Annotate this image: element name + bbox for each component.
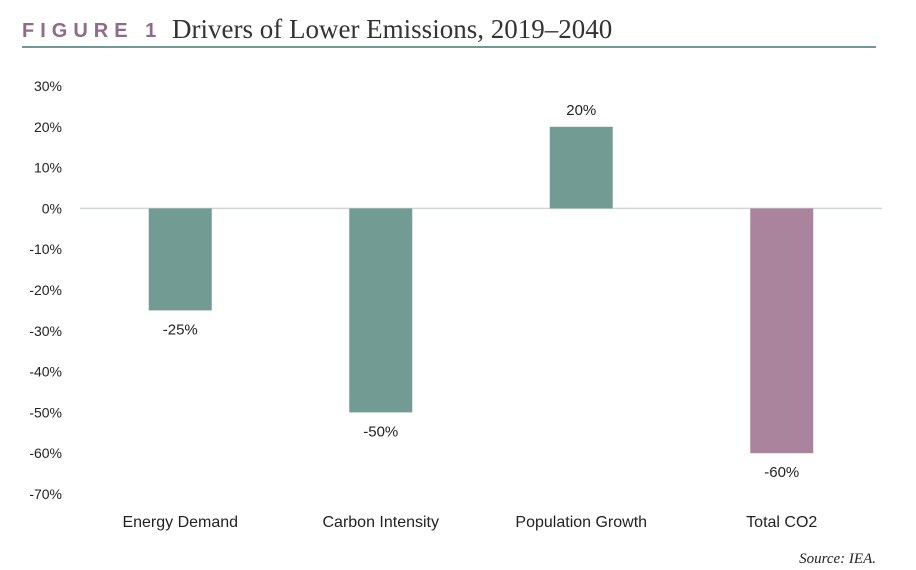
bar-carbon-intensity (349, 208, 413, 413)
x-category-label: Total CO2 (746, 514, 817, 531)
bar-total-co2 (750, 208, 814, 454)
y-tick-label: -60% (29, 445, 62, 461)
y-tick-label: -10% (29, 241, 62, 257)
data-label: -25% (163, 321, 198, 338)
x-category-label: Carbon Intensity (322, 514, 439, 531)
y-tick-label: -40% (29, 364, 62, 380)
y-tick-label: -50% (29, 404, 62, 420)
figure-label: FIGURE 1 (22, 20, 162, 42)
bars (148, 126, 814, 454)
bar-population-growth (549, 126, 613, 209)
y-tick-label: -70% (29, 486, 62, 502)
y-axis: 30% 20% 10% 0% -10% -20% -30% -40% -50% -60% -70% (29, 78, 62, 502)
source-note: Source: IEA. (799, 551, 876, 567)
data-label: -60% (764, 464, 799, 481)
data-label: -50% (363, 423, 398, 440)
y-tick-label: -30% (29, 323, 62, 339)
y-tick-label: 0% (42, 200, 62, 216)
y-tick-label: -20% (29, 282, 62, 298)
x-category-label: Population Growth (515, 514, 647, 531)
x-axis: Energy Demand Carbon Intensity Population … (122, 514, 817, 531)
y-tick-label: 10% (34, 160, 62, 176)
data-label: 20% (566, 102, 596, 119)
y-tick-label: 20% (34, 119, 62, 135)
bar-energy-demand (148, 208, 212, 311)
x-category-label: Energy Demand (122, 514, 238, 531)
y-tick-label: 30% (34, 78, 62, 94)
bar-labels: -25% -50% 20% -60% (163, 102, 800, 481)
chart-title: Drivers of Lower Emissions, 2019–2040 (172, 14, 612, 44)
